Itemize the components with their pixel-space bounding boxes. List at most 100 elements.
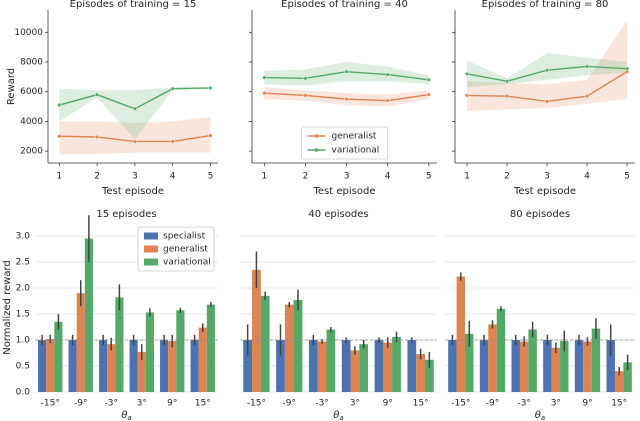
x-tick-label: 5 xyxy=(208,172,214,182)
legend-swatch xyxy=(144,232,158,240)
bar xyxy=(308,340,318,392)
confidence-band xyxy=(264,61,429,86)
y-tick-label: 2.5 xyxy=(16,258,30,268)
x-axis-label-subscript: a xyxy=(339,414,343,421)
bar xyxy=(465,333,474,392)
x-axis-label-subscript: a xyxy=(541,414,545,421)
x-axis-label-symbol: θ xyxy=(333,410,339,421)
point xyxy=(505,94,510,99)
point xyxy=(585,64,590,69)
bar xyxy=(68,340,77,392)
x-axis-label: θa xyxy=(535,410,545,421)
bar xyxy=(260,295,270,392)
bar xyxy=(46,338,55,392)
point xyxy=(262,91,267,96)
y-tick-label: 1.5 xyxy=(16,310,30,320)
bar xyxy=(317,341,327,392)
chart-title: 80 episodes xyxy=(510,209,570,220)
legend-label: variational xyxy=(163,258,211,268)
point xyxy=(385,72,390,77)
x-tick-label: -15° xyxy=(247,399,266,409)
legend-label: variational xyxy=(332,146,380,156)
x-tick-label: -15° xyxy=(41,399,60,409)
bar xyxy=(107,344,116,392)
x-tick-label: -9° xyxy=(74,399,87,409)
x-tick-label: 15° xyxy=(611,399,627,409)
bar xyxy=(511,340,520,392)
confidence-band xyxy=(59,87,211,140)
y-axis-label: Normalized reward xyxy=(2,260,13,355)
x-tick-label: -3° xyxy=(517,399,530,409)
x-tick-label: -9° xyxy=(283,399,296,409)
point xyxy=(625,66,630,71)
bar xyxy=(591,328,601,392)
point xyxy=(344,69,349,74)
x-tick-label: 4 xyxy=(584,172,590,182)
point xyxy=(57,103,62,108)
point xyxy=(585,94,590,99)
point xyxy=(344,97,349,102)
x-tick-label: 4 xyxy=(170,172,176,182)
chart-title: 40 episodes xyxy=(308,209,368,220)
bar xyxy=(198,327,207,392)
y-tick-label: 0.0 xyxy=(16,388,31,398)
bar xyxy=(424,359,434,392)
bar xyxy=(551,347,561,392)
bar xyxy=(99,340,108,392)
point xyxy=(465,93,470,98)
bar xyxy=(76,293,85,392)
x-tick-label: -9° xyxy=(486,399,499,409)
x-tick-label: 15° xyxy=(413,399,429,409)
point xyxy=(385,98,390,103)
point xyxy=(426,77,431,82)
point xyxy=(465,71,470,76)
x-tick-label: 3° xyxy=(551,399,561,409)
bar xyxy=(176,310,185,392)
x-tick-label: 15° xyxy=(195,399,211,409)
bar xyxy=(407,340,417,392)
chart-title: Episodes of training = 80 xyxy=(482,0,609,10)
x-tick-label: 5 xyxy=(426,172,432,182)
bar xyxy=(383,342,393,392)
y-tick-label: 3.0 xyxy=(16,232,31,242)
bar xyxy=(496,308,506,392)
legend-label: generalist xyxy=(163,245,208,255)
bar xyxy=(160,340,169,392)
point xyxy=(303,93,308,98)
bar xyxy=(543,340,552,392)
x-tick-label: 3 xyxy=(132,172,138,182)
bar xyxy=(560,341,569,392)
x-axis-label: θa xyxy=(333,410,343,421)
bar xyxy=(350,350,360,392)
x-tick-label: 2 xyxy=(504,172,510,182)
y-tick-label: 2000 xyxy=(20,147,43,157)
point xyxy=(303,76,308,81)
point xyxy=(95,135,100,140)
point xyxy=(170,139,175,144)
bar xyxy=(416,354,425,392)
legend-marker xyxy=(314,134,319,138)
legend-marker xyxy=(314,148,319,152)
bar xyxy=(583,341,592,392)
x-tick-label: 1 xyxy=(56,172,62,182)
y-tick-label: 4000 xyxy=(20,117,43,127)
bar xyxy=(519,341,529,392)
y-tick-label: 1.0 xyxy=(16,336,31,346)
x-tick-label: -3° xyxy=(105,399,118,409)
x-tick-label: 1 xyxy=(261,172,267,182)
x-tick-label: 9° xyxy=(383,399,393,409)
y-tick-label: 2.0 xyxy=(16,284,31,294)
bar xyxy=(606,340,615,392)
point xyxy=(57,134,62,139)
bar xyxy=(129,340,138,392)
bar xyxy=(488,324,497,392)
y-axis-label: Reward xyxy=(6,68,17,105)
bar xyxy=(614,371,624,392)
x-tick-label: 5 xyxy=(624,172,630,182)
bar xyxy=(276,340,285,392)
point xyxy=(208,85,213,90)
bar xyxy=(115,297,124,392)
point xyxy=(505,79,510,84)
point xyxy=(132,139,137,144)
bar xyxy=(206,304,215,392)
